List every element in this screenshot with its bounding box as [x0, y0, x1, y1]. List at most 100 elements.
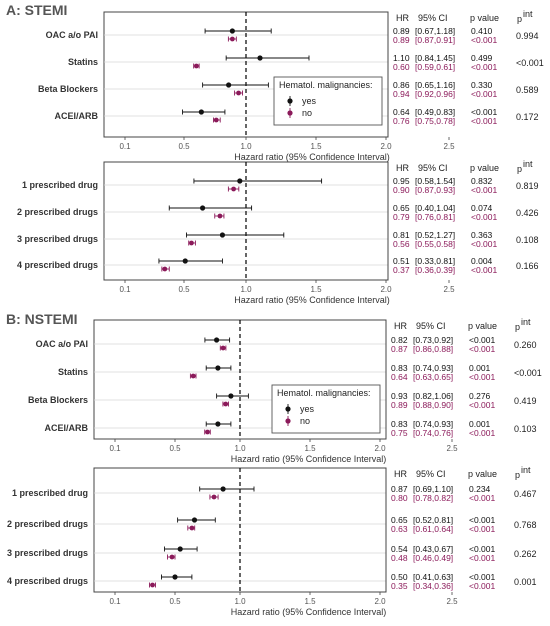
row-label: 4 prescribed drugs: [7, 576, 88, 586]
p-int-value: 0.262: [514, 549, 537, 559]
ci-value-yes: [0.69,1.10]: [413, 484, 453, 494]
p-value-no: <0.001: [469, 372, 496, 382]
forest-panel-3: B: NSTEMI 0.1 0.5 1.0 1.5 2.0 2.5 Hazard ratio …: [6, 311, 542, 464]
header-hr: HR: [394, 321, 407, 331]
ci-value-no: [0.34,0.36]: [413, 581, 453, 591]
ci-value-no: [0.59,0.61]: [415, 62, 455, 72]
point-estimate-yes: [200, 205, 206, 211]
legend-entry-no: no: [302, 108, 312, 118]
ci-value-no: [0.74,0.76]: [413, 428, 453, 438]
x-tick-label: 2.0: [380, 142, 392, 151]
forest-row: Statins 0.83 [0.74,0.93] 0.001 0.64 [0.63,0.6…: [58, 363, 542, 382]
p-value-yes: 0.074: [471, 203, 493, 213]
hr-value-yes: 0.54: [391, 544, 408, 554]
hr-value-yes: 0.89: [393, 26, 410, 36]
row-label: Statins: [58, 367, 88, 377]
legend-title: Hematol. malignancies:: [279, 80, 373, 90]
hr-value-yes: 0.65: [391, 515, 408, 525]
ci-value-yes: [0.52,1.27]: [415, 230, 455, 240]
hr-value-yes: 0.50: [391, 572, 408, 582]
row-label: 2 prescribed drugs: [7, 519, 88, 529]
x-tick-label: 2.0: [374, 444, 386, 453]
forest-row: Beta Blockers 0.93 [0.82,1.06] 0.276 0.89 [0.…: [28, 391, 537, 410]
x-tick-label: 1.0: [240, 142, 252, 151]
point-estimate-no: [223, 401, 229, 407]
point-estimate-yes: [229, 28, 235, 34]
x-tick-label: 1.0: [234, 444, 246, 453]
hr-value-no: 0.87: [391, 344, 408, 354]
header-p-int-superscript: int: [523, 9, 533, 19]
legend-symbol-dot: [285, 406, 291, 412]
point-estimate-no: [190, 373, 196, 379]
ci-value-yes: [0.73,0.92]: [413, 335, 453, 345]
forest-panel-2: 0.1 0.5 1.0 1.5 2.0 2.5 Hazard ratio (95% Conf…: [17, 159, 539, 305]
header-p-value: p value: [468, 469, 497, 479]
hr-value-no: 0.60: [393, 62, 410, 72]
point-estimate-no: [217, 213, 223, 219]
ci-value-no: [0.88,0.90]: [413, 400, 453, 410]
x-tick-label: 0.5: [169, 444, 181, 453]
legend-entry-no: no: [300, 416, 310, 426]
x-axis-label: Hazard ratio (95% Confidence Interval): [234, 152, 390, 162]
point-estimate-yes: [172, 574, 178, 580]
legend-symbol-dot: [287, 110, 293, 116]
point-estimate-no: [189, 525, 195, 531]
row-label: Beta Blockers: [38, 84, 98, 94]
ci-value-yes: [0.40,1.04]: [415, 203, 455, 213]
p-value-yes: 0.276: [469, 391, 491, 401]
ci-value-yes: [0.65,1.16]: [415, 80, 455, 90]
point-estimate-yes: [182, 258, 188, 264]
ci-value-no: [0.78,0.82]: [413, 493, 453, 503]
point-estimate-no: [169, 554, 175, 560]
p-value-no: <0.001: [469, 344, 496, 354]
hr-value-yes: 0.64: [393, 107, 410, 117]
hr-value-yes: 0.93: [391, 391, 408, 401]
ci-value-no: [0.75,0.78]: [415, 116, 455, 126]
header-hr: HR: [396, 163, 409, 173]
header-ci: 95% CI: [418, 13, 448, 23]
p-int-value: 0.426: [516, 208, 539, 218]
point-estimate-no: [211, 494, 217, 500]
ci-value-no: [0.55,0.58]: [415, 239, 455, 249]
header-ci: 95% CI: [416, 321, 446, 331]
ci-value-yes: [0.74,0.93]: [413, 419, 453, 429]
ci-value-no: [0.87,0.91]: [415, 35, 455, 45]
point-estimate-no: [220, 345, 226, 351]
p-value-yes: 0.234: [469, 484, 491, 494]
point-estimate-yes: [219, 232, 226, 238]
point-estimate-yes: [228, 393, 234, 399]
p-value-yes: 0.410: [471, 26, 493, 36]
hr-value-no: 0.64: [391, 372, 408, 382]
p-int-value: 0.768: [514, 520, 537, 530]
ci-value-yes: [0.52,0.81]: [413, 515, 453, 525]
point-estimate-yes: [215, 365, 221, 371]
hr-value-yes: 0.87: [391, 484, 408, 494]
p-value-no: <0.001: [469, 400, 496, 410]
hr-value-no: 0.89: [391, 400, 408, 410]
forest-row: Beta Blockers 0.86 [0.65,1.16] 0.330 0.94 [0.…: [38, 80, 539, 99]
row-label: ACEI/ARB: [44, 423, 88, 433]
forest-row: ACEI/ARB 0.64 [0.49,0.83] <0.001 0.76 [0.75,0…: [54, 107, 538, 126]
row-label: Statins: [68, 57, 98, 67]
hr-value-yes: 0.83: [391, 363, 408, 373]
header-p-int: p: [515, 470, 520, 480]
x-tick-label: 0.5: [178, 285, 190, 294]
p-value-yes: 0.001: [469, 419, 491, 429]
point-estimate-no: [231, 186, 237, 192]
ci-value-yes: [0.41,0.63]: [413, 572, 453, 582]
ci-value-yes: [0.82,1.06]: [413, 391, 453, 401]
p-value-yes: 0.499: [471, 53, 493, 63]
row-label: ACEI/ARB: [54, 111, 98, 121]
p-int-value: 0.172: [516, 112, 539, 122]
legend-entry-yes: yes: [300, 404, 315, 414]
p-int-value: 0.467: [514, 489, 537, 499]
hr-value-yes: 0.82: [391, 335, 408, 345]
row-label: 2 prescribed drugs: [17, 207, 98, 217]
x-tick-label: 0.1: [119, 285, 131, 294]
p-int-value: 0.108: [516, 235, 539, 245]
row-label: 1 prescribed drug: [12, 488, 88, 498]
hr-value-no: 0.37: [393, 265, 410, 275]
p-int-value: <0.001: [516, 58, 544, 68]
header-p-int: p: [517, 14, 522, 24]
header-ci: 95% CI: [416, 469, 446, 479]
